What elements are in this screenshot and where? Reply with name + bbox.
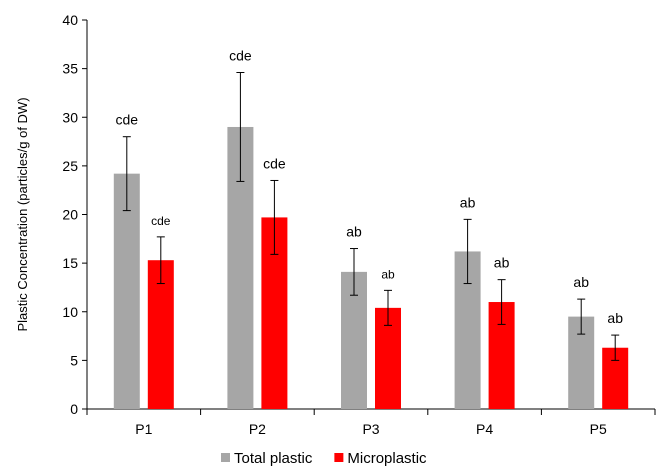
y-axis-ticks: 0 5 10 15 20 25 30 35 40	[62, 12, 87, 417]
significance-label: ab	[460, 194, 476, 210]
significance-label: cde	[263, 155, 286, 171]
y-tick-label: 40	[62, 12, 78, 28]
significance-label: ab	[381, 267, 395, 281]
significance-label: ab	[494, 255, 510, 271]
legend-swatch	[221, 453, 230, 462]
bars: cde cde cde cde ab ab ab ab ab ab	[113, 48, 629, 409]
x-tick-label: P5	[590, 421, 607, 437]
y-tick-label: 5	[70, 352, 78, 368]
y-tick-label: 10	[62, 304, 78, 320]
significance-label: cde	[151, 214, 171, 228]
x-tick-label: P1	[135, 421, 152, 437]
x-axis-labels: P1 P2 P3 P4 P5	[135, 421, 607, 437]
y-tick-label: 20	[62, 207, 78, 223]
significance-label: ab	[346, 224, 362, 240]
legend-label: Microplastic	[347, 450, 427, 467]
legend-label: Total plastic	[234, 450, 313, 467]
significance-label: ab	[607, 310, 623, 326]
legend: Total plastic Microplastic	[221, 450, 427, 467]
x-tick-label: P4	[476, 421, 493, 437]
significance-label: cde	[116, 112, 139, 128]
y-tick-label: 25	[62, 158, 78, 174]
significance-label: cde	[229, 48, 252, 64]
y-tick-label: 15	[62, 255, 78, 271]
legend-swatch	[334, 453, 344, 462]
y-tick-label: 30	[62, 109, 78, 125]
y-axis-title: Plastic Concentration (particles/g of DW…	[15, 97, 30, 331]
bar	[113, 173, 140, 409]
y-tick-label: 35	[62, 61, 78, 77]
bar	[147, 260, 174, 409]
x-tick-label: P3	[362, 421, 379, 437]
y-tick-label: 0	[70, 401, 78, 417]
significance-label: ab	[573, 274, 589, 290]
x-tick-label: P2	[249, 421, 266, 437]
